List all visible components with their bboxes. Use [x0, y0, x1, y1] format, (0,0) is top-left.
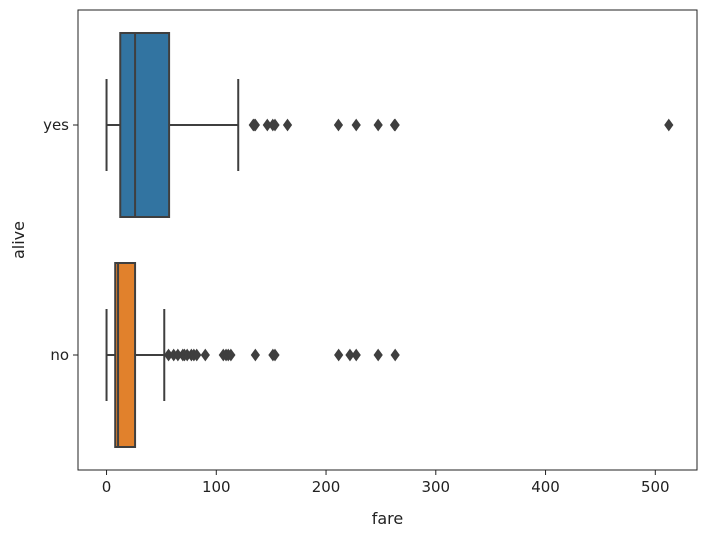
- outlier-point: [345, 348, 355, 362]
- outlier-point: [334, 348, 344, 362]
- x-tick-label: 100: [202, 478, 231, 496]
- y-tick-label-no: no: [50, 346, 69, 364]
- x-axis-title: fare: [372, 509, 404, 528]
- plot-area: [77, 9, 698, 471]
- outlier-point: [664, 118, 674, 132]
- x-tick-label: 0: [102, 478, 112, 496]
- boxes-group: [105, 32, 674, 448]
- outlier-point: [351, 348, 361, 362]
- outlier-point: [200, 348, 210, 362]
- outlier-point: [226, 348, 236, 362]
- outlier-point: [250, 348, 260, 362]
- outlier-point: [351, 118, 361, 132]
- outlier-point: [192, 348, 202, 362]
- y-axis-ticks: yes no: [43, 116, 78, 364]
- y-axis-title: alive: [9, 221, 28, 259]
- outlier-point: [270, 348, 280, 362]
- outlier-point: [390, 348, 400, 362]
- iqr-box: [114, 262, 137, 448]
- outlier-point: [373, 118, 383, 132]
- outlier-point: [270, 118, 280, 132]
- y-tick-label-yes: yes: [43, 116, 69, 134]
- x-axis-ticks: 0 100 200 300 400 500: [102, 470, 670, 496]
- x-tick-label: 200: [312, 478, 341, 496]
- outlier-point: [333, 118, 344, 132]
- outlier-point: [250, 118, 260, 132]
- outlier-point: [390, 118, 400, 132]
- outlier-point: [373, 348, 383, 362]
- x-tick-label: 500: [641, 478, 670, 496]
- box-no: [105, 262, 400, 448]
- outlier-point: [282, 118, 293, 132]
- x-tick-label: 300: [421, 478, 450, 496]
- x-tick-label: 400: [531, 478, 560, 496]
- box-yes: [105, 32, 674, 218]
- iqr-box: [119, 32, 171, 218]
